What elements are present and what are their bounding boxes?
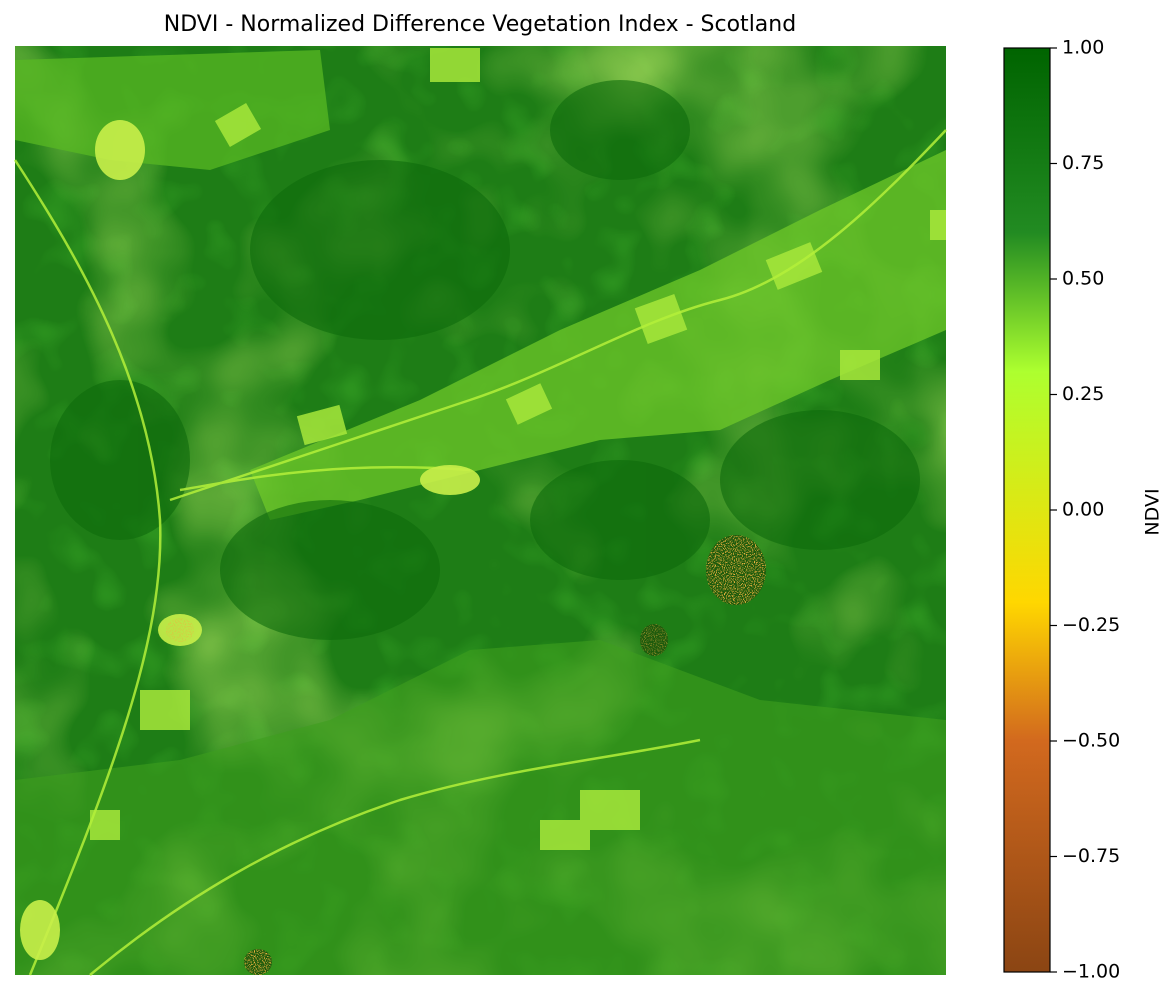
colorbar-tick-label: 1.00 xyxy=(1062,37,1104,59)
ndvi-map xyxy=(13,46,947,976)
colorbar-tick-label: −1.00 xyxy=(1062,961,1120,983)
chart-title: NDVI - Normalized Difference Vegetation … xyxy=(163,12,797,37)
colorbar-tick-label: 0.00 xyxy=(1062,499,1104,521)
dark-forests xyxy=(50,80,920,640)
low-ndvi-patches xyxy=(166,535,766,975)
colorbar: 1.00 0.75 0.50 0.25 0.00 −0.25 −0.50 −0.75 −1.00… xyxy=(1003,37,1164,983)
colorbar-tick-label: −0.25 xyxy=(1062,614,1120,636)
colorbar-tick-label: 0.75 xyxy=(1062,152,1104,174)
colorbar-ticks: 1.00 0.75 0.50 0.25 0.00 −0.25 −0.50 −0.75 −1.00 xyxy=(1050,37,1120,983)
colorbar-tick-label: −0.50 xyxy=(1062,730,1120,752)
farmland-band xyxy=(15,50,946,975)
colorbar-tick-label: 0.25 xyxy=(1062,383,1104,405)
river-road-lines xyxy=(13,129,947,976)
colorbar-gradient xyxy=(1004,48,1050,972)
colorbar-tick-label: 0.50 xyxy=(1062,268,1104,290)
towns xyxy=(20,120,480,960)
colorbar-label: NDVI xyxy=(1142,488,1164,535)
colorbar-tick-label: −0.75 xyxy=(1062,845,1120,867)
